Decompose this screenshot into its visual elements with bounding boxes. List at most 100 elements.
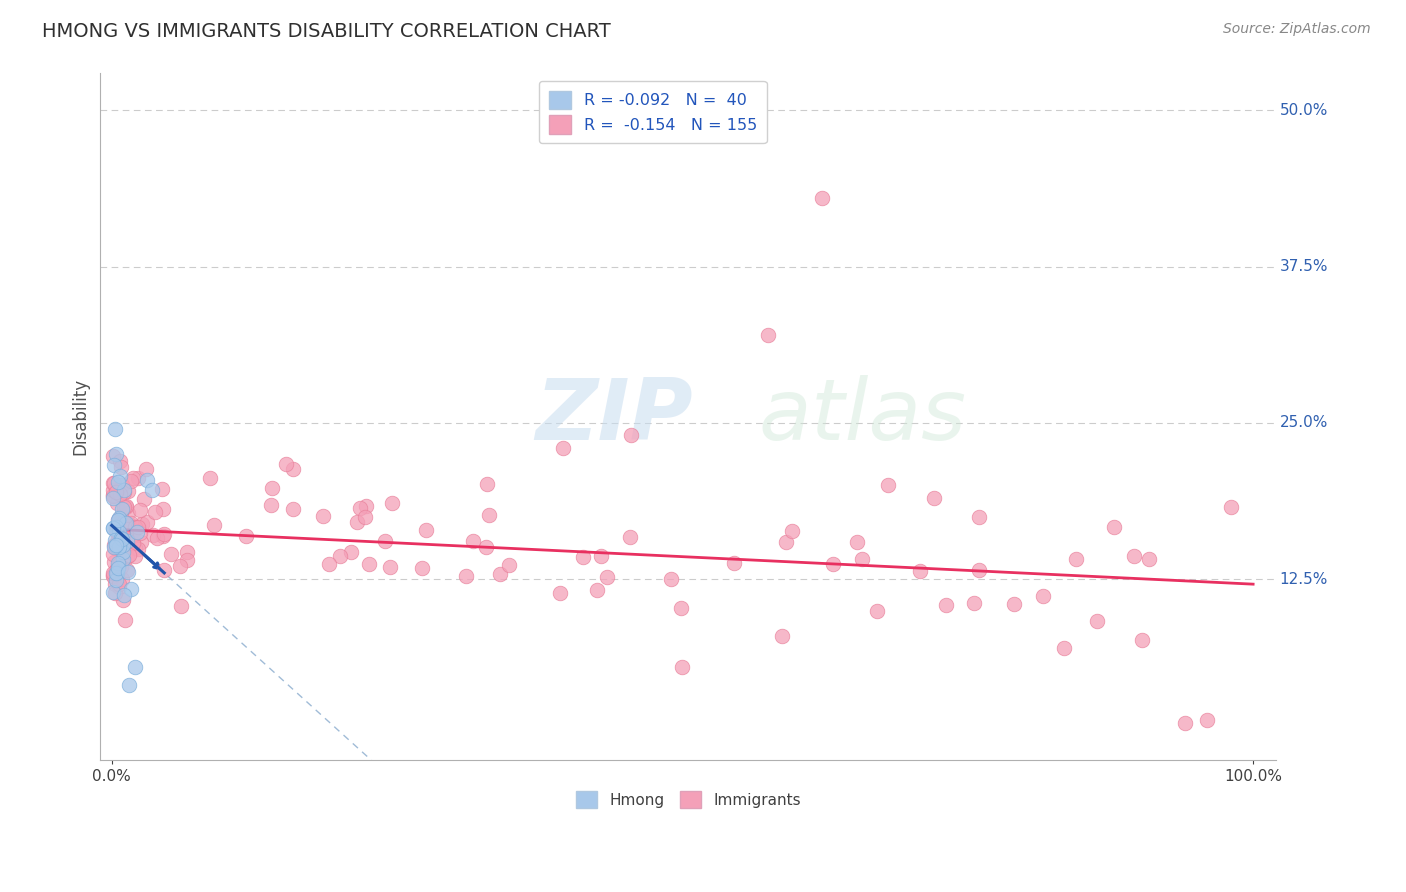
Point bbox=[356, 499, 378, 513]
Point bbox=[153, 563, 176, 577]
Point bbox=[103, 555, 125, 569]
Point bbox=[107, 475, 129, 490]
Point bbox=[124, 520, 146, 534]
Point bbox=[160, 547, 183, 561]
Point bbox=[260, 498, 283, 512]
Point bbox=[115, 516, 138, 531]
Point bbox=[124, 541, 146, 555]
Point bbox=[823, 558, 845, 572]
Point bbox=[152, 527, 174, 541]
Point bbox=[112, 538, 135, 552]
Point bbox=[111, 545, 134, 559]
Point bbox=[117, 566, 139, 580]
Point bbox=[127, 541, 149, 556]
Point bbox=[111, 552, 134, 566]
Point bbox=[1122, 549, 1144, 563]
Point bbox=[115, 500, 138, 514]
Point bbox=[110, 560, 132, 574]
Point bbox=[935, 598, 957, 612]
Point bbox=[122, 523, 145, 537]
Point bbox=[118, 548, 141, 562]
Point bbox=[136, 515, 159, 529]
Point bbox=[101, 449, 124, 463]
Point bbox=[103, 586, 125, 600]
Text: HMONG VS IMMIGRANTS DISABILITY CORRELATION CHART: HMONG VS IMMIGRANTS DISABILITY CORRELATI… bbox=[42, 22, 612, 41]
Point bbox=[117, 522, 139, 536]
Point bbox=[101, 521, 124, 535]
Point bbox=[110, 532, 132, 546]
Point bbox=[756, 328, 779, 343]
Point bbox=[105, 524, 128, 538]
Point bbox=[104, 533, 127, 547]
Point bbox=[112, 592, 135, 607]
Point bbox=[120, 582, 142, 596]
Point bbox=[107, 556, 129, 570]
Point bbox=[105, 447, 128, 461]
Point bbox=[877, 478, 900, 492]
Point bbox=[571, 550, 593, 565]
Point bbox=[143, 505, 166, 519]
Point bbox=[318, 557, 340, 571]
Point bbox=[619, 530, 641, 544]
Point bbox=[101, 520, 124, 534]
Point bbox=[411, 561, 433, 575]
Point bbox=[111, 532, 134, 546]
Point bbox=[111, 517, 134, 532]
Text: Source: ZipAtlas.com: Source: ZipAtlas.com bbox=[1223, 22, 1371, 37]
Point bbox=[124, 659, 146, 673]
Point bbox=[1002, 597, 1025, 611]
Point bbox=[108, 510, 131, 524]
Point bbox=[1085, 614, 1108, 628]
Point bbox=[152, 529, 174, 543]
Text: 50.0%: 50.0% bbox=[1279, 103, 1327, 118]
Point bbox=[770, 629, 793, 643]
Point bbox=[150, 482, 173, 496]
Point bbox=[845, 534, 868, 549]
Point bbox=[478, 508, 501, 522]
Point bbox=[591, 549, 613, 563]
Point bbox=[127, 471, 149, 485]
Point bbox=[111, 502, 134, 516]
Text: 37.5%: 37.5% bbox=[1279, 260, 1329, 274]
Point bbox=[115, 534, 138, 549]
Point bbox=[456, 569, 478, 583]
Point bbox=[103, 537, 125, 551]
Point bbox=[262, 481, 284, 495]
Point bbox=[110, 459, 132, 474]
Point bbox=[107, 513, 129, 527]
Point bbox=[115, 563, 138, 577]
Point bbox=[115, 550, 138, 565]
Point bbox=[415, 523, 437, 537]
Point bbox=[127, 520, 149, 534]
Point bbox=[1053, 640, 1076, 655]
Point bbox=[1137, 551, 1160, 566]
Point bbox=[105, 563, 128, 577]
Point bbox=[112, 500, 135, 515]
Point bbox=[176, 553, 198, 567]
Point bbox=[281, 502, 304, 516]
Point bbox=[170, 599, 193, 613]
Point bbox=[354, 509, 377, 524]
Point bbox=[117, 483, 139, 498]
Point bbox=[111, 478, 134, 492]
Point bbox=[108, 525, 131, 540]
Point bbox=[274, 457, 297, 471]
Point bbox=[551, 441, 574, 455]
Point bbox=[349, 501, 371, 516]
Y-axis label: Disability: Disability bbox=[72, 378, 89, 455]
Point bbox=[110, 522, 132, 536]
Point bbox=[152, 501, 174, 516]
Point bbox=[104, 524, 127, 539]
Point bbox=[671, 659, 693, 673]
Point bbox=[780, 524, 803, 538]
Point bbox=[107, 540, 129, 554]
Point bbox=[101, 568, 124, 582]
Point bbox=[1174, 715, 1197, 730]
Point bbox=[922, 491, 945, 505]
Point bbox=[117, 506, 139, 520]
Point bbox=[104, 539, 127, 553]
Point bbox=[346, 515, 368, 529]
Point bbox=[110, 508, 132, 523]
Point bbox=[866, 604, 889, 618]
Point bbox=[101, 547, 124, 561]
